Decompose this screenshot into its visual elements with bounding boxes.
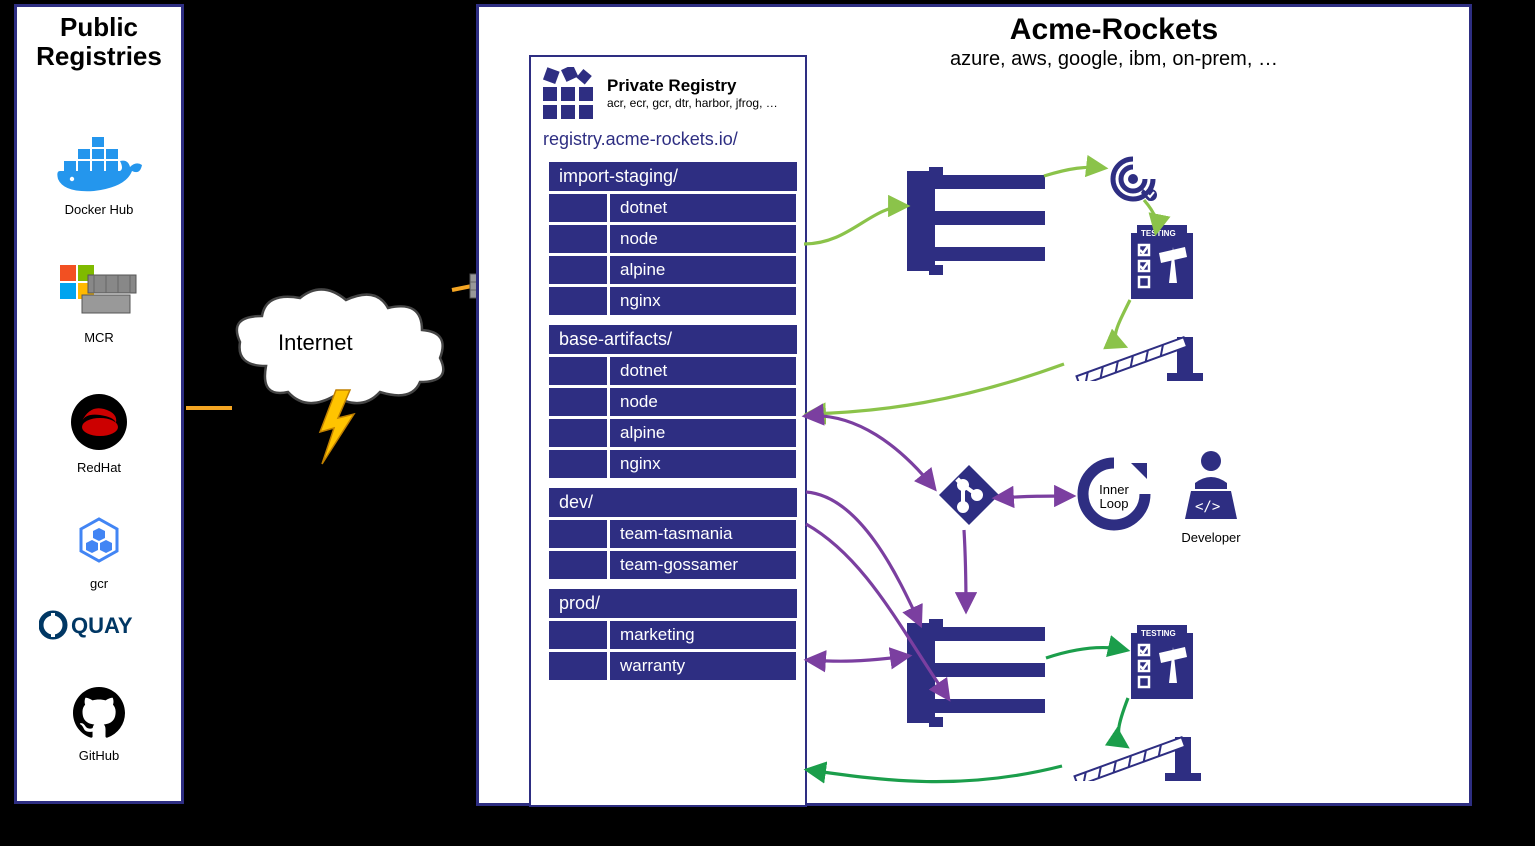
developer-icon: </> Developer xyxy=(1175,449,1247,545)
repo-name: team-tasmania xyxy=(610,520,796,548)
registry-folder: prod/marketing warranty xyxy=(549,589,805,680)
registry-folder: base-artifacts/dotnet node alpine nginx xyxy=(549,325,805,478)
private-registry-box: Private Registry acr, ecr, gcr, dtr, har… xyxy=(529,55,807,807)
repo-name: warranty xyxy=(610,652,796,680)
pipeline-bottom: PIPELINE xyxy=(907,613,1047,723)
public-registries-panel: PublicRegistries Docker Hub MCR xyxy=(14,4,184,804)
repo-row: node xyxy=(549,388,805,416)
registry-folder: dev/team-tasmania team-gossamer xyxy=(549,488,805,579)
repo-name: marketing xyxy=(610,621,796,649)
repo-row: team-tasmania xyxy=(549,520,805,548)
registry-mcr: MCR xyxy=(17,265,181,345)
registry-grid-icon xyxy=(541,67,597,119)
repo-name: alpine xyxy=(610,256,796,284)
developer-label: Developer xyxy=(1175,530,1247,545)
registry-docker-hub: Docker Hub xyxy=(17,135,181,217)
repo-name: node xyxy=(610,225,796,253)
folder-header: prod/ xyxy=(549,589,797,618)
repo-name: alpine xyxy=(610,419,796,447)
repo-name: node xyxy=(610,388,796,416)
repo-name: nginx xyxy=(610,287,796,315)
registry-url: registry.acme-rockets.io/ xyxy=(531,123,805,158)
svg-text:TESTING: TESTING xyxy=(1141,629,1176,638)
acme-rockets-panel: Acme-Rockets azure, aws, google, ibm, on… xyxy=(476,4,1472,806)
public-registries-title: PublicRegistries xyxy=(17,13,181,70)
git-icon xyxy=(937,463,1001,532)
inner-loop-text1: Inner xyxy=(1099,482,1129,497)
github-icon xyxy=(73,687,125,739)
folder-header: dev/ xyxy=(549,488,797,517)
gate-bottom xyxy=(1065,707,1205,786)
svg-text:QUAY: QUAY xyxy=(71,613,133,638)
folder-header: base-artifacts/ xyxy=(549,325,797,354)
private-registry-sub: acr, ecr, gcr, dtr, harbor, jfrog, … xyxy=(607,96,778,110)
acme-subtitle: azure, aws, google, ibm, on-prem, … xyxy=(759,48,1469,71)
inner-loop-text2: Loop xyxy=(1100,496,1129,511)
pipeline-label: PIPELINE xyxy=(947,646,1023,663)
registry-github: GitHub xyxy=(17,687,181,763)
acme-title: Acme-Rockets xyxy=(759,13,1469,46)
mcr-icon xyxy=(60,265,138,321)
repo-row: dotnet xyxy=(549,357,805,385)
gcr-icon xyxy=(71,515,127,567)
quay-icon: QUAY xyxy=(39,607,159,643)
repo-name: team-gossamer xyxy=(610,551,796,579)
repo-row: nginx xyxy=(549,450,805,478)
pipeline-label: PIPELINE xyxy=(947,194,1023,211)
repo-row: team-gossamer xyxy=(549,551,805,579)
repo-name: dotnet xyxy=(610,194,796,222)
repo-name: nginx xyxy=(610,450,796,478)
repo-row: warranty xyxy=(549,652,805,680)
repo-row: dotnet xyxy=(549,194,805,222)
registry-label: GitHub xyxy=(17,748,181,763)
internet-label: Internet xyxy=(278,330,353,356)
gate-top xyxy=(1067,307,1207,386)
pipeline-top: PIPELINE xyxy=(907,161,1047,271)
testing-card-top: TESTING xyxy=(1129,223,1195,301)
redhat-icon xyxy=(70,393,128,451)
registry-folder: import-staging/dotnet node alpine nginx xyxy=(549,162,805,315)
repo-row: alpine xyxy=(549,256,805,284)
registry-label: Docker Hub xyxy=(17,202,181,217)
registry-label: gcr xyxy=(17,576,181,591)
testing-label: TESTING xyxy=(1141,229,1176,238)
repo-name: dotnet xyxy=(610,357,796,385)
private-registry-title: Private Registry xyxy=(607,76,778,96)
registry-label: MCR xyxy=(17,330,181,345)
folder-header: import-staging/ xyxy=(549,162,797,191)
scan-icon xyxy=(1107,153,1159,210)
testing-card-bottom: TESTING xyxy=(1129,623,1195,701)
svg-text:</>: </> xyxy=(1195,499,1220,515)
registry-quay: QUAY xyxy=(17,607,181,648)
registry-gcr: gcr xyxy=(17,515,181,591)
registry-redhat: RedHat xyxy=(17,393,181,475)
inner-loop-icon: Inner Loop xyxy=(1075,455,1153,538)
repo-row: marketing xyxy=(549,621,805,649)
repo-row: nginx xyxy=(549,287,805,315)
repo-row: node xyxy=(549,225,805,253)
registry-label: RedHat xyxy=(17,460,181,475)
repo-row: alpine xyxy=(549,419,805,447)
docker-icon xyxy=(54,135,144,193)
